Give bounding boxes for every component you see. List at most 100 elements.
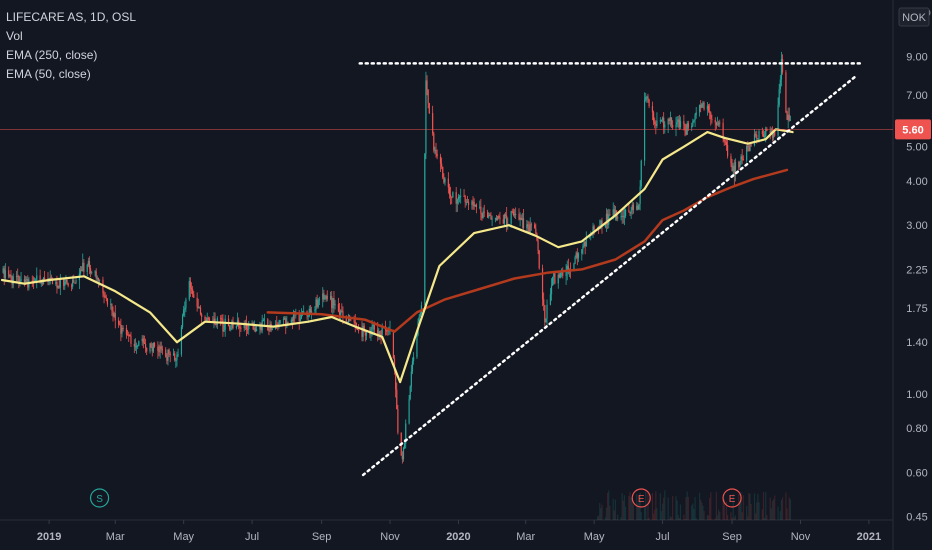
candle-body[interactable]: [91, 272, 93, 274]
candle-body[interactable]: [786, 112, 788, 120]
candle-body[interactable]: [106, 298, 109, 305]
candle-body[interactable]: [427, 89, 429, 104]
candle-body[interactable]: [528, 226, 530, 233]
candle-body[interactable]: [632, 204, 634, 210]
candle-body[interactable]: [675, 124, 677, 128]
candle-body[interactable]: [541, 268, 544, 300]
candle-body[interactable]: [435, 150, 437, 154]
candle-body[interactable]: [700, 104, 702, 108]
candle-body[interactable]: [65, 279, 67, 282]
candle-body[interactable]: [683, 121, 685, 125]
candle-body[interactable]: [677, 119, 679, 123]
candle-body[interactable]: [337, 304, 340, 312]
candle-body[interactable]: [621, 215, 623, 217]
candle-body[interactable]: [741, 156, 743, 160]
candle-body[interactable]: [39, 275, 41, 284]
candle-body[interactable]: [73, 279, 75, 283]
candle-body[interactable]: [356, 328, 359, 330]
candle-body[interactable]: [239, 326, 241, 329]
candle-body[interactable]: [144, 343, 147, 348]
candle-body[interactable]: [701, 103, 703, 108]
candle-body[interactable]: [452, 192, 454, 198]
candle-body[interactable]: [70, 285, 73, 287]
candle-body[interactable]: [491, 218, 493, 220]
candle-body[interactable]: [576, 252, 578, 259]
candle-body[interactable]: [771, 130, 774, 138]
candle-body[interactable]: [772, 131, 775, 138]
candle-body[interactable]: [324, 298, 326, 300]
candle-body[interactable]: [426, 80, 428, 90]
candle-body[interactable]: [24, 279, 27, 285]
candle-body[interactable]: [130, 336, 132, 344]
candle-body[interactable]: [79, 269, 82, 274]
candle-body[interactable]: [58, 285, 60, 288]
candle-body[interactable]: [780, 58, 783, 80]
candle-body[interactable]: [582, 246, 584, 250]
candle-body[interactable]: [449, 194, 452, 197]
candle-body[interactable]: [573, 263, 575, 271]
candle-body[interactable]: [254, 328, 257, 332]
candle-body[interactable]: [18, 276, 20, 284]
candle-body[interactable]: [325, 295, 327, 299]
candle-body[interactable]: [122, 327, 124, 329]
candle-body[interactable]: [278, 322, 280, 326]
candle-body[interactable]: [433, 133, 435, 151]
candle-body[interactable]: [753, 134, 756, 146]
candle-body[interactable]: [702, 102, 704, 104]
candle-body[interactable]: [788, 114, 790, 121]
candle-body[interactable]: [267, 319, 269, 331]
candle-body[interactable]: [222, 319, 224, 332]
candle-body[interactable]: [647, 96, 649, 100]
candle-body[interactable]: [26, 279, 28, 281]
candle-body[interactable]: [172, 353, 175, 355]
candle-body[interactable]: [175, 359, 177, 361]
candle-body[interactable]: [220, 318, 222, 320]
candle-body[interactable]: [379, 330, 381, 335]
candle-body[interactable]: [502, 219, 504, 224]
ema250-line[interactable]: [266, 168, 789, 333]
candle-body[interactable]: [639, 186, 641, 205]
candle-body[interactable]: [519, 217, 521, 220]
candle-body[interactable]: [651, 106, 654, 113]
candle-body[interactable]: [654, 121, 656, 125]
candle-body[interactable]: [113, 313, 115, 317]
candle-body[interactable]: [110, 303, 112, 305]
candle-body[interactable]: [159, 346, 161, 352]
candle-body[interactable]: [36, 275, 38, 280]
candle-body[interactable]: [82, 262, 84, 272]
candle-body[interactable]: [575, 252, 577, 258]
candle-body[interactable]: [129, 334, 131, 337]
candle-body[interactable]: [748, 146, 750, 152]
candle-body[interactable]: [125, 328, 128, 335]
candle-body[interactable]: [138, 341, 140, 346]
candle-body[interactable]: [300, 314, 303, 319]
candle-body[interactable]: [549, 294, 552, 305]
candle-body[interactable]: [526, 224, 528, 229]
candle-body[interactable]: [758, 131, 760, 139]
candle-body[interactable]: [143, 342, 146, 344]
candle-body[interactable]: [329, 296, 332, 300]
candle-body[interactable]: [769, 131, 771, 134]
candle-body[interactable]: [537, 240, 539, 251]
candle-body[interactable]: [41, 281, 43, 285]
candle-body[interactable]: [764, 135, 766, 137]
candle-body[interactable]: [118, 320, 120, 325]
candle-body[interactable]: [742, 159, 744, 161]
candle-body[interactable]: [522, 218, 525, 229]
candle-body[interactable]: [323, 293, 325, 300]
candle-body[interactable]: [412, 356, 415, 362]
candle-body[interactable]: [50, 277, 52, 279]
candle-body[interactable]: [388, 330, 390, 332]
candle-body[interactable]: [739, 162, 741, 168]
candle-body[interactable]: [601, 220, 603, 228]
candle-body[interactable]: [404, 443, 406, 449]
candle-body[interactable]: [142, 338, 144, 343]
candle-body[interactable]: [479, 206, 481, 208]
candle-body[interactable]: [96, 277, 98, 279]
candle-body[interactable]: [215, 324, 217, 326]
candle-body[interactable]: [613, 209, 615, 216]
candle-body[interactable]: [332, 298, 334, 309]
candle-body[interactable]: [31, 280, 33, 282]
